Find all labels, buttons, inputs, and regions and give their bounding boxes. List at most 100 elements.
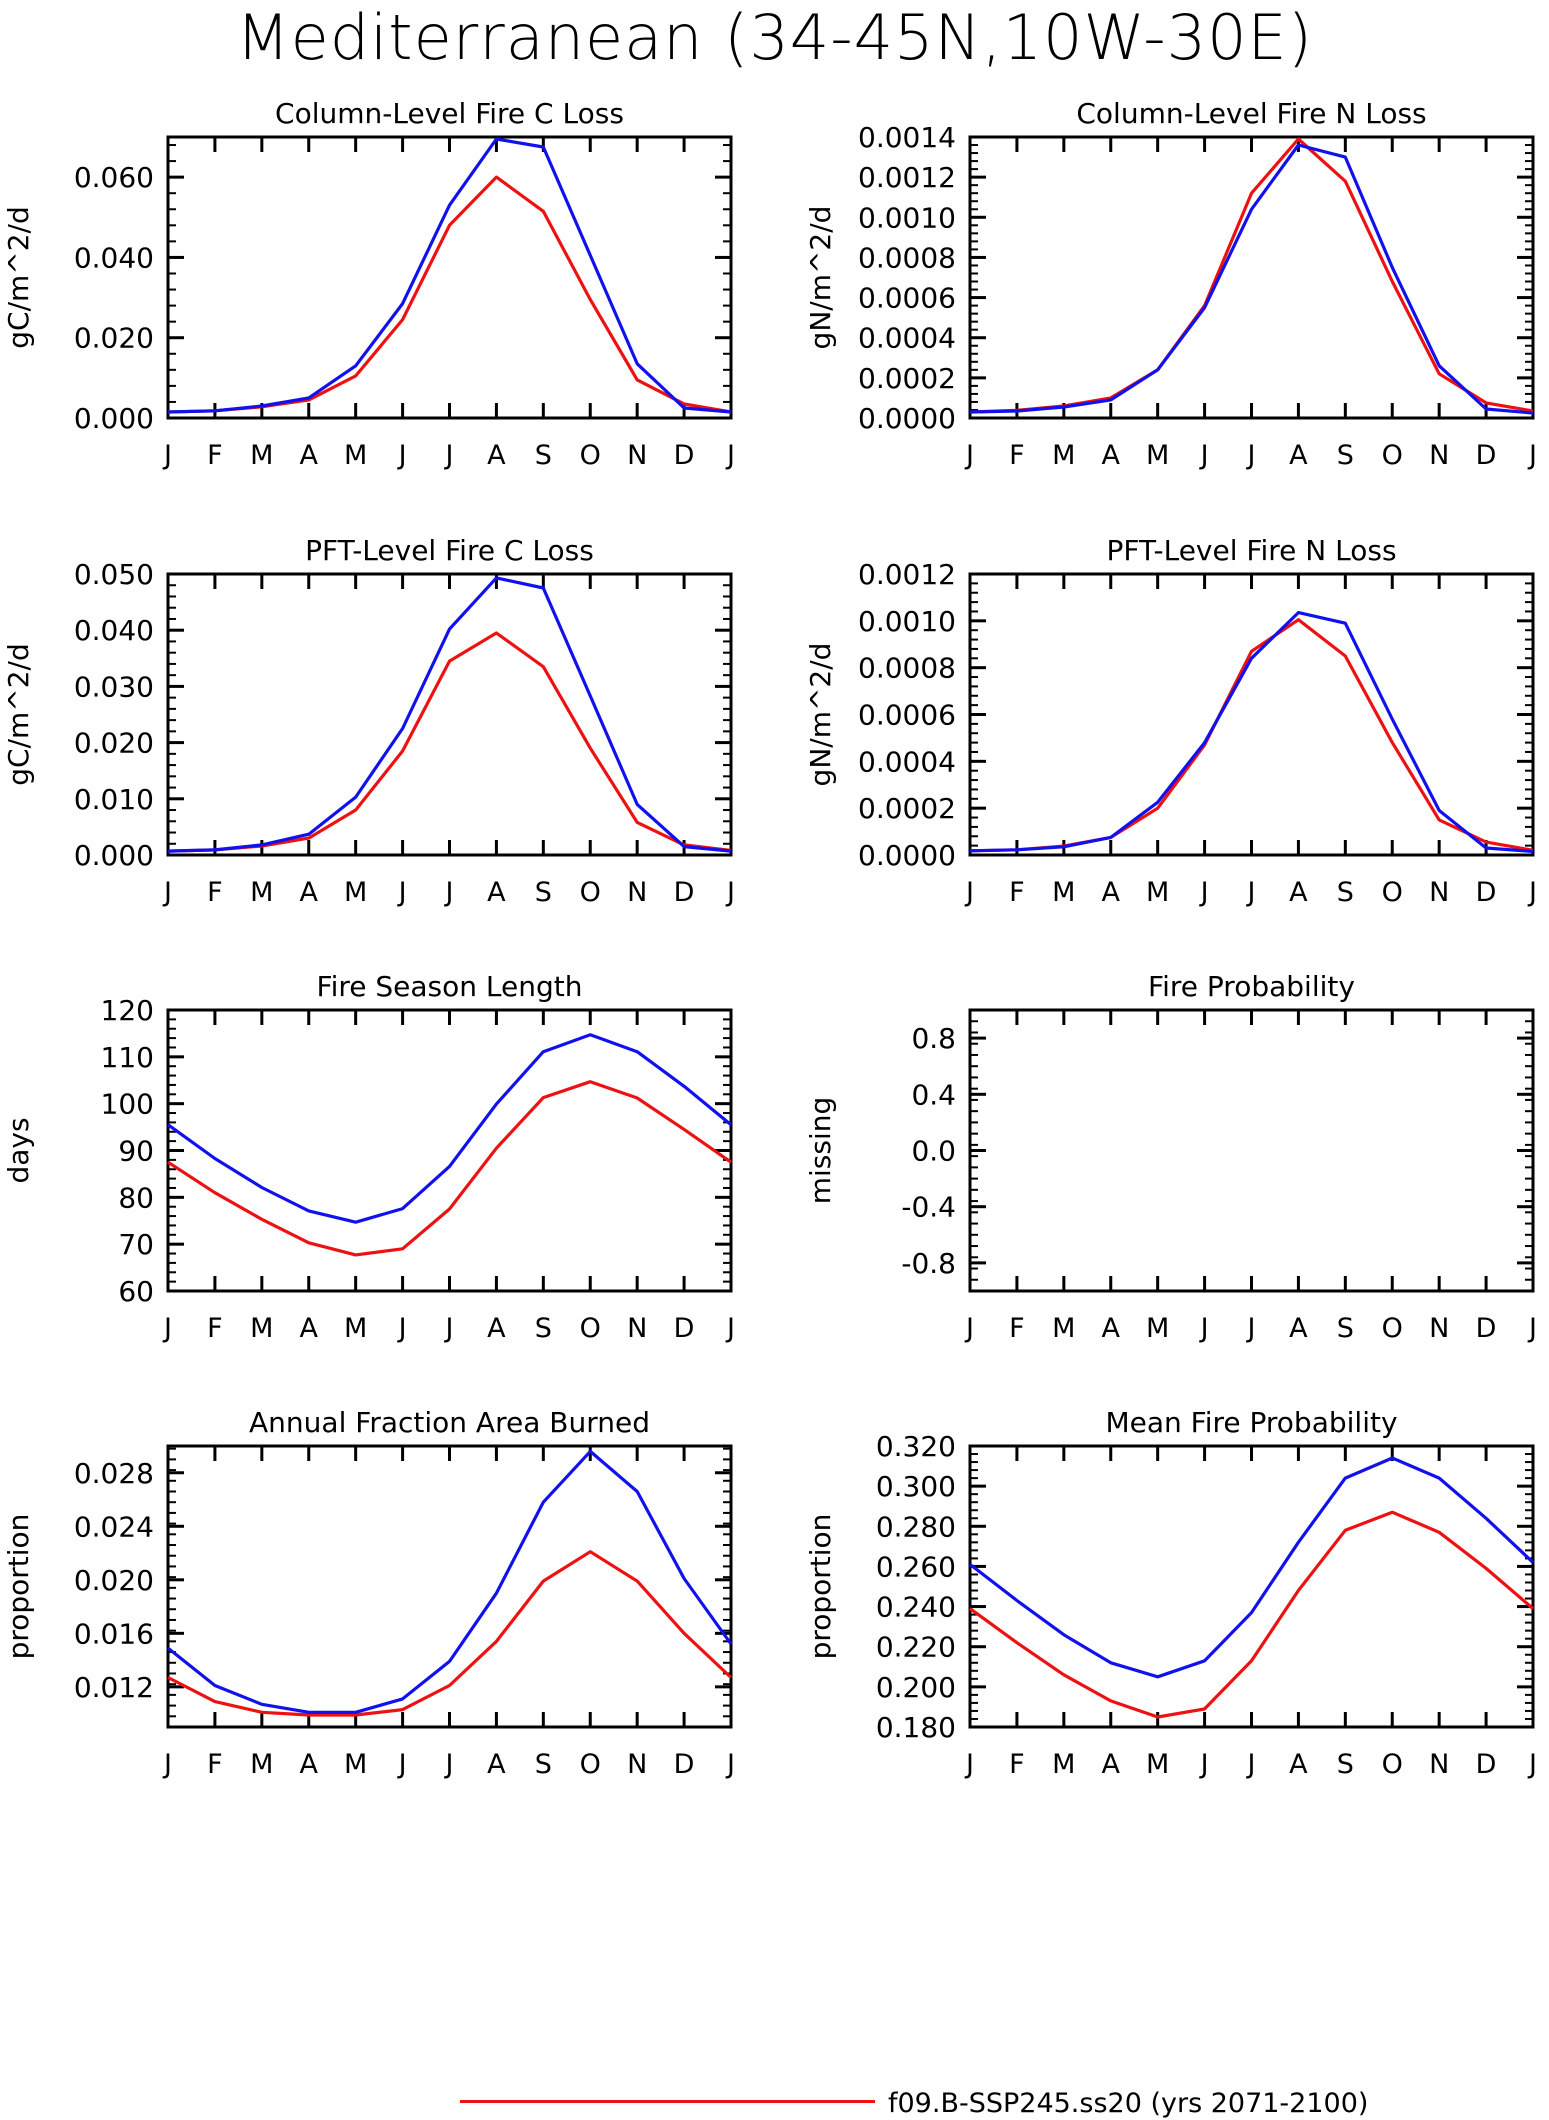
x-tick-label: N (627, 877, 647, 908)
y-tick-label: 100 (101, 1088, 154, 1121)
x-tick-label: J (1527, 877, 1537, 908)
panel-title: Fire Probability (1148, 970, 1355, 1003)
y-tick-label: 0.050 (74, 558, 154, 591)
y-tick-label: 0.020 (74, 1564, 154, 1597)
series-line-red (969, 1510, 1535, 1719)
x-tick-label: M (1146, 877, 1169, 908)
series-line-blue (167, 1033, 733, 1224)
x-tick-label: S (535, 877, 552, 908)
y-tick-label: 0.0012 (858, 558, 956, 591)
x-tick-label: A (1289, 440, 1308, 471)
y-tick-label: 0.8 (911, 1022, 956, 1055)
x-tick-label: M (344, 877, 367, 908)
y-tick-label: -0.8 (901, 1247, 956, 1280)
x-tick-label: S (1337, 1749, 1354, 1780)
plot-frame (166, 1008, 733, 1293)
x-tick-label: N (1429, 440, 1449, 471)
y-axis-label: gC/m^2/d (2, 643, 35, 786)
y-tick-label: 0.040 (74, 614, 154, 647)
y-tick-label: 0.180 (876, 1711, 956, 1744)
x-tick-label: J (964, 1313, 974, 1344)
x-tick-label: M (250, 1749, 273, 1780)
x-tick-label: J (397, 877, 407, 908)
y-axis-label: missing (804, 1097, 837, 1205)
x-tick-label: D (1476, 440, 1497, 471)
legend: f09.B-SSP245.ss20 (yrs 2071-2100) (460, 2088, 1460, 2119)
x-tick-label: A (487, 440, 506, 471)
x-tick-label: A (300, 1749, 319, 1780)
x-tick-label: J (162, 877, 172, 908)
x-tick-label: S (535, 440, 552, 471)
x-tick-label: J (964, 877, 974, 908)
y-tick-label: 0.0004 (858, 745, 956, 778)
x-tick-label: A (487, 1313, 506, 1344)
x-tick-label: S (1337, 877, 1354, 908)
x-tick-label: M (1146, 1749, 1169, 1780)
x-tick-label: A (487, 1749, 506, 1780)
x-tick-label: M (250, 1313, 273, 1344)
x-tick-label: O (1382, 440, 1403, 471)
x-tick-label: J (1199, 1313, 1209, 1344)
x-tick-label: D (1476, 1313, 1497, 1344)
x-tick-label: M (1052, 440, 1075, 471)
x-tick-label: F (207, 1313, 223, 1344)
y-tick-label: 0.016 (74, 1617, 154, 1650)
y-tick-label: 0.0010 (858, 605, 956, 638)
series-line-blue (969, 143, 1534, 415)
x-tick-label: A (300, 440, 319, 471)
x-tick-label: N (627, 1313, 647, 1344)
x-tick-label: A (300, 877, 319, 908)
y-tick-label: 0.040 (74, 241, 154, 274)
panel-title: PFT-Level Fire N Loss (1106, 534, 1396, 567)
y-tick-label: 0.0010 (858, 201, 956, 234)
y-tick-label: 0.0006 (858, 699, 956, 732)
x-tick-label: J (397, 1313, 407, 1344)
x-tick-label: J (725, 877, 735, 908)
y-axis-label: proportion (2, 1514, 35, 1660)
x-tick-label: J (1246, 1749, 1256, 1780)
y-tick-label: 0.200 (876, 1671, 956, 1704)
x-tick-label: O (580, 877, 601, 908)
x-tick-label: M (344, 1313, 367, 1344)
y-tick-label: 0.220 (876, 1631, 956, 1664)
y-tick-label: 0.0000 (858, 402, 956, 435)
x-tick-label: D (674, 440, 695, 471)
x-tick-label: J (444, 440, 454, 471)
y-tick-label: 0.240 (876, 1591, 956, 1624)
series-line-red (167, 1080, 732, 1257)
x-tick-label: J (1199, 877, 1209, 908)
panel-title: Mean Fire Probability (1105, 1406, 1397, 1439)
x-tick-label: M (250, 440, 273, 471)
y-tick-label: 0.060 (74, 161, 154, 194)
x-tick-label: M (344, 440, 367, 471)
y-tick-label: 0.0012 (858, 161, 956, 194)
x-tick-label: J (1199, 440, 1209, 471)
x-tick-label: J (725, 1313, 735, 1344)
y-tick-label: 0.030 (74, 670, 154, 703)
y-tick-label: 0.320 (876, 1430, 956, 1463)
x-tick-label: J (1199, 1749, 1209, 1780)
panel-4: J F M A M J J A S O N D J0.00000.00020.00040.00060.0… (804, 534, 1537, 908)
x-tick-label: S (535, 1313, 552, 1344)
y-tick-label: 70 (118, 1228, 154, 1261)
y-tick-label: 80 (118, 1181, 154, 1214)
x-tick-label: J (1246, 877, 1256, 908)
x-tick-label: J (162, 440, 172, 471)
x-tick-label: F (207, 1749, 223, 1780)
x-tick-label: J (964, 440, 974, 471)
x-tick-label: A (1289, 877, 1308, 908)
panel-7: J F M A M J J A S O N D J0.0120.0160.0200.0240.028An… (2, 1406, 735, 1780)
y-tick-label: 0.0002 (858, 362, 956, 395)
x-tick-label: A (300, 1313, 319, 1344)
x-tick-label: J (964, 1749, 974, 1780)
y-tick-label: 120 (101, 994, 154, 1027)
x-tick-label: M (1052, 877, 1075, 908)
y-tick-label: 0.020 (74, 727, 154, 760)
x-tick-label: J (444, 877, 454, 908)
y-tick-label: 110 (101, 1041, 154, 1074)
x-tick-label: N (1429, 1749, 1449, 1780)
x-tick-label: N (627, 440, 647, 471)
x-tick-label: D (1476, 877, 1497, 908)
